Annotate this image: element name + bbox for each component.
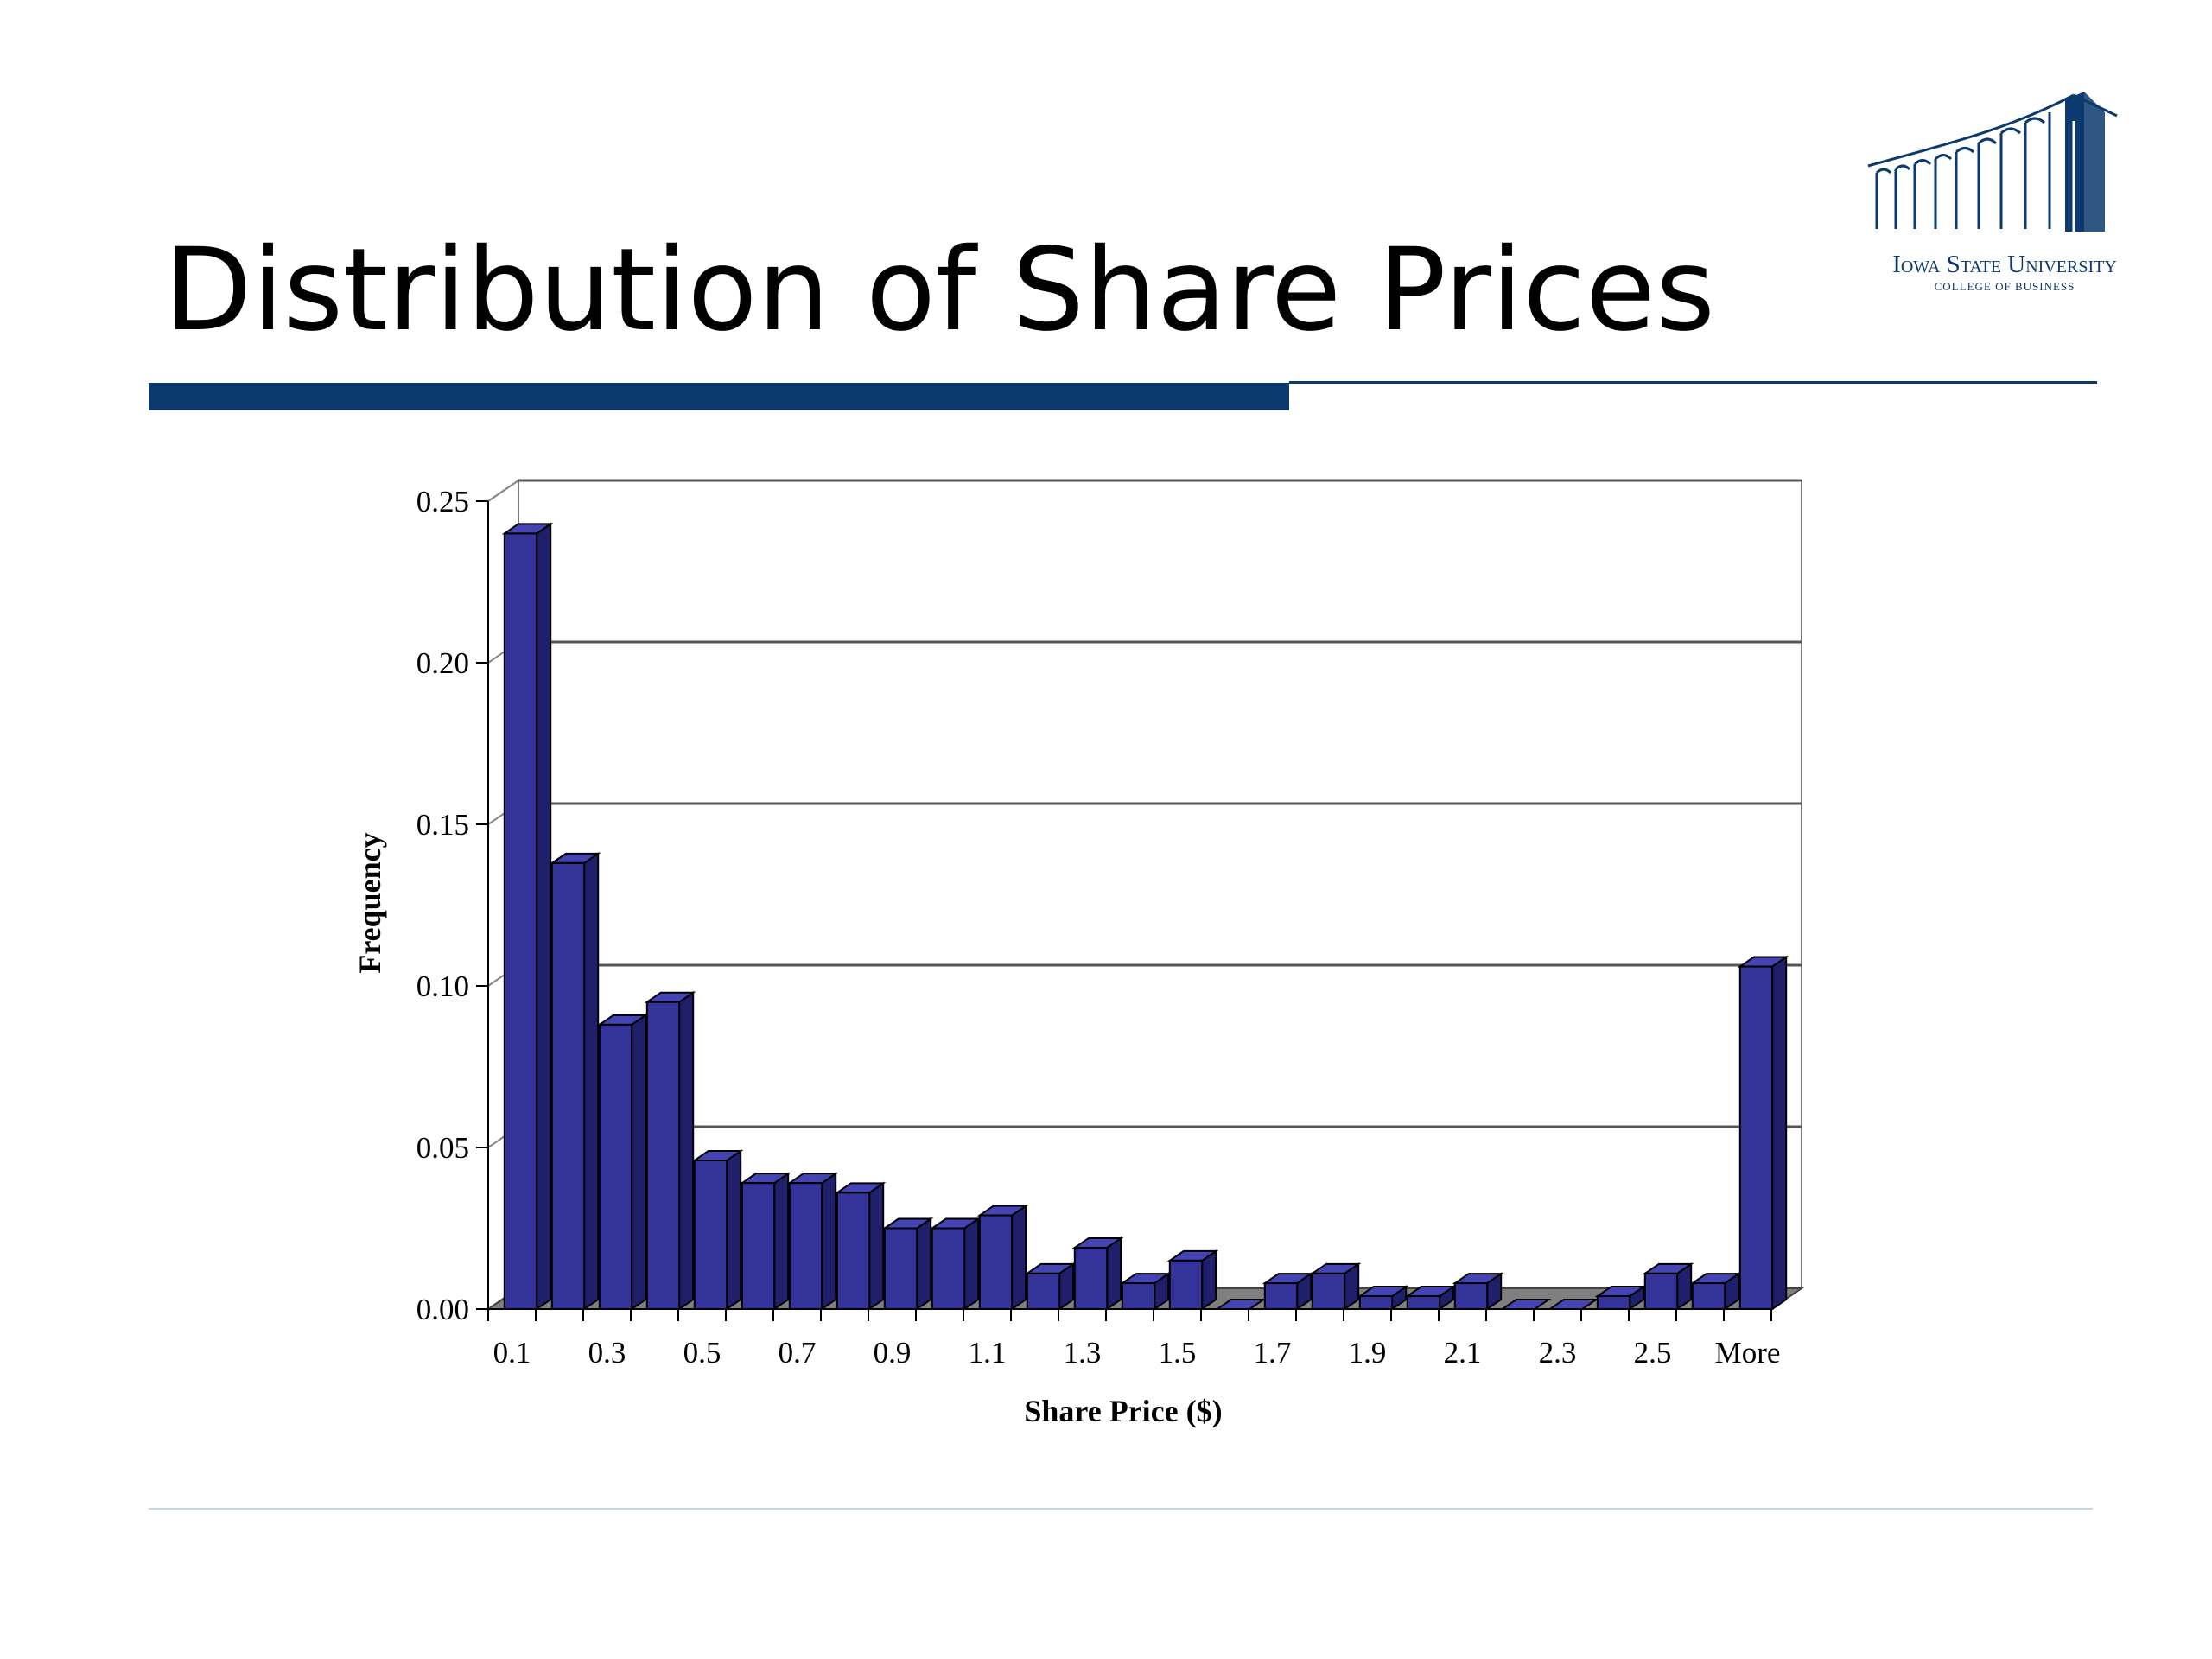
bar-0.6 [739, 1172, 791, 1311]
bar-0.4 [644, 990, 696, 1311]
y-tick-label: 0.10 [416, 969, 469, 1003]
x-tick-label: 0.5 [683, 1336, 721, 1370]
x-tick-label: 0.9 [874, 1336, 912, 1370]
x-tick-label: 2.5 [1634, 1336, 1672, 1370]
x-tick-label: 0.1 [493, 1336, 531, 1370]
x-axis-title: Share Price ($) [1024, 1394, 1222, 1428]
bar-1.3 [1071, 1236, 1124, 1311]
y-axis-ticks: 0.00 0.05 0.10 0.15 0.20 0.25 [416, 485, 489, 1326]
chart-gridlines [487, 479, 1802, 1148]
bar-0.5 [691, 1149, 744, 1311]
y-axis-title: Frequency [353, 832, 387, 973]
y-tick-label: 0.15 [416, 808, 469, 842]
bar-0.9 [881, 1217, 934, 1311]
bar-0.8 [834, 1181, 887, 1311]
x-tick-label: 0.3 [588, 1336, 626, 1370]
title-underline-thin [1289, 381, 2097, 384]
bar-0.2 [549, 851, 601, 1311]
x-tick-label: 0.7 [779, 1336, 817, 1370]
logo-subtitle: College of Business [1934, 280, 2075, 293]
bar-1.9 [1357, 1285, 1409, 1311]
slide-title: Distribution of Share Prices [164, 224, 1715, 357]
footer-rule [149, 1508, 2093, 1510]
x-tick-label: 1.5 [1159, 1336, 1197, 1370]
bar-2.1 [1452, 1272, 1504, 1311]
bar-1.5 [1166, 1249, 1219, 1311]
y-tick-label: 0.05 [416, 1131, 469, 1165]
gridline-side [487, 480, 519, 502]
x-tick-label: 1.9 [1349, 1336, 1387, 1370]
y-tick-label: 0.00 [416, 1293, 469, 1326]
bar-2.5 [1642, 1262, 1694, 1311]
x-tick-label: 2.3 [1539, 1336, 1577, 1370]
bar-1.1 [976, 1204, 1029, 1311]
bar-1.4 [1119, 1272, 1172, 1311]
bar-More [1737, 955, 1789, 1311]
y-tick-label: 0.20 [416, 646, 469, 680]
x-tick-label: 1.3 [1064, 1336, 1102, 1370]
x-tick-label: More [1715, 1336, 1781, 1370]
x-tick-label: 2.1 [1444, 1336, 1482, 1370]
bar-1.2 [1024, 1262, 1077, 1311]
bar-0.3 [596, 1013, 649, 1311]
y-tick-label: 0.25 [416, 485, 469, 518]
logo-name: Iowa State University [1892, 251, 2117, 278]
bar-1.0 [929, 1217, 982, 1311]
bar-0.1 [501, 522, 554, 1311]
x-tick-label: 1.1 [969, 1336, 1007, 1370]
title-underline-thick [149, 383, 1289, 410]
university-logo: Iowa State University College of Busines… [1858, 86, 2152, 294]
campanile-logo-icon [1867, 92, 2118, 232]
x-axis-ticks: 0.1 0.3 0.5 0.7 0.9 1.1 1.3 1.5 1.7 1.9 2.1 2.3 2.5 M… [487, 1308, 1781, 1370]
bar-1.7 [1262, 1272, 1314, 1311]
x-tick-label: 1.7 [1254, 1336, 1292, 1370]
bar-2.6 [1689, 1272, 1742, 1311]
bar-0.7 [786, 1172, 839, 1311]
bar-1.8 [1309, 1262, 1362, 1311]
